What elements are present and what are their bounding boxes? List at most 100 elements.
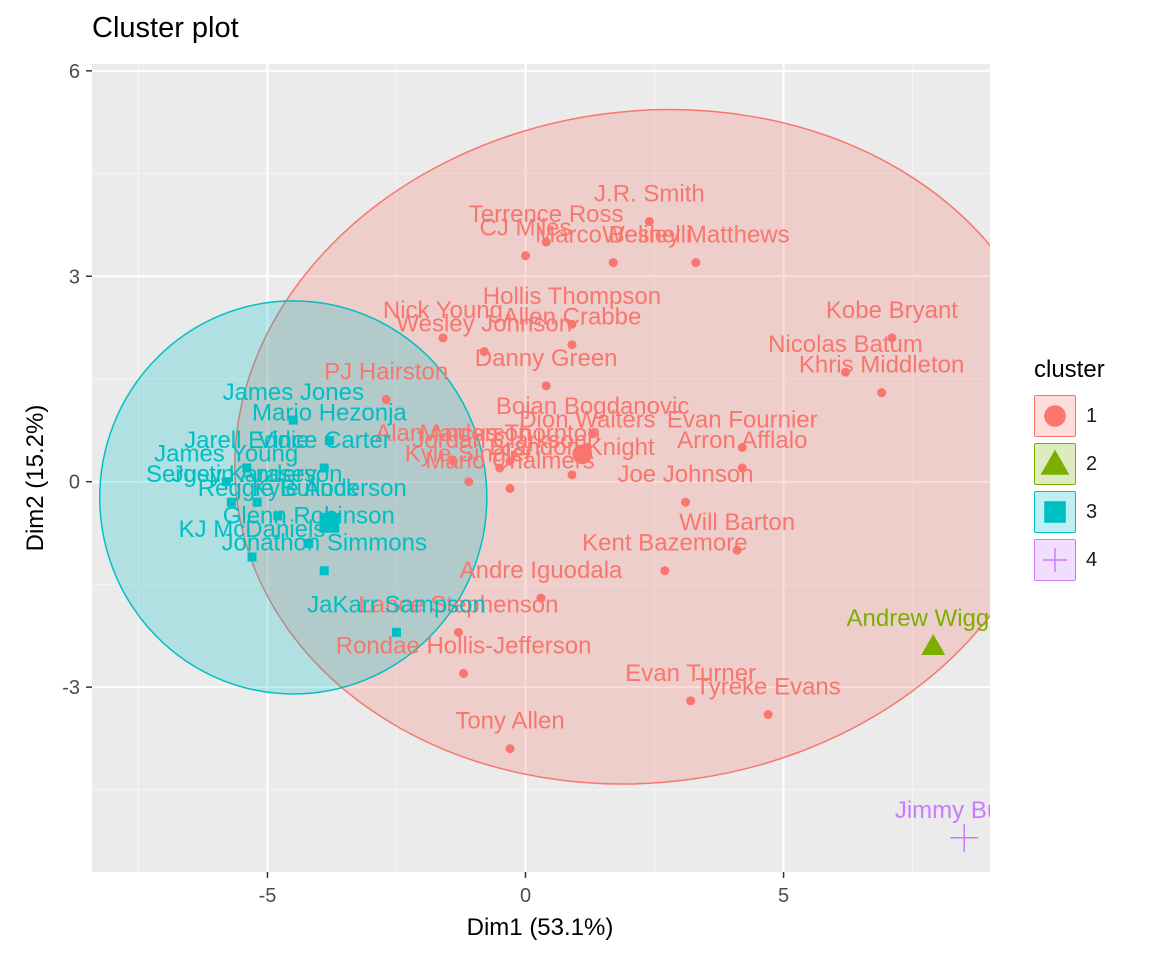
point-label: Evan Turner (625, 660, 756, 687)
point-marker (324, 436, 334, 446)
point-label: JaKarr Sampson (307, 591, 486, 618)
y-tick-label: -3 (62, 677, 80, 699)
point-marker (840, 367, 850, 377)
point-label: Rondae Hollis-Jefferson (336, 632, 592, 659)
x-tick-label: 0 (520, 885, 531, 907)
point-marker (391, 627, 401, 637)
point-marker (453, 627, 463, 637)
point-label: J.R. Smith (594, 180, 705, 207)
point-marker (252, 497, 262, 507)
point-marker (732, 545, 742, 555)
point-marker (505, 484, 515, 494)
point-marker (737, 442, 747, 452)
point-marker (737, 463, 747, 473)
y-tick-label: 0 (69, 472, 80, 494)
x-tick-label: 5 (778, 885, 789, 907)
point-marker (608, 258, 618, 268)
point-label: Hollis Thompson (483, 283, 661, 310)
point-label: Andre Iguodala (460, 557, 623, 584)
legend-symbol-3 (1044, 501, 1066, 523)
cluster-ellipse-1 (234, 108, 990, 785)
point-label: Sergey Karasev (146, 461, 317, 488)
legend-symbol-4 (1043, 548, 1067, 572)
point-label: Joe Johnson (617, 461, 753, 488)
point-label: Bojan Bogdanovic (496, 393, 689, 420)
legend-item-4: 4 (1034, 536, 1105, 584)
point-marker (763, 710, 773, 720)
point-label: PJ Hairston (324, 359, 448, 386)
point-label: Mario Chalmers (425, 448, 594, 475)
y-axis-label: Dim2 (15.2%) (22, 404, 49, 552)
point-label: Kent Bazemore (582, 530, 747, 557)
y-tick-label: 3 (69, 266, 80, 288)
point-label: Reggie Bullock (198, 475, 359, 502)
point-label: Evan Fournier (667, 406, 818, 433)
point-label: Arron Afflalo (677, 427, 807, 454)
point-marker (438, 333, 448, 343)
legend-key-1 (1034, 395, 1076, 437)
point-marker (541, 237, 551, 247)
point-marker (887, 333, 897, 343)
point-marker (877, 388, 887, 398)
y-tick-label: 6 (69, 61, 80, 83)
point-label: Terrence Ross (469, 201, 624, 228)
x-tick-label: -5 (259, 885, 277, 907)
point-marker (505, 456, 515, 466)
point-marker (921, 634, 946, 656)
legend-item-3: 3 (1034, 488, 1105, 536)
point-marker (950, 823, 979, 852)
legend-label-1: 1 (1086, 404, 1098, 427)
point-marker (567, 470, 577, 480)
point-marker (448, 456, 458, 466)
legend-key-2 (1034, 443, 1076, 485)
point-marker (541, 381, 551, 391)
point-label: Danny Green (475, 345, 618, 372)
plot-panel (92, 64, 990, 872)
point-label: Jarell Eddie (184, 427, 309, 454)
legend-marker (1040, 449, 1070, 475)
point-label: Kyle Anderson (252, 475, 407, 502)
point-marker (660, 566, 670, 576)
point-marker (588, 429, 598, 439)
point-marker (691, 258, 701, 268)
point-label: Dion Waiters (519, 406, 655, 433)
point-label: Mario Hezonja (252, 400, 407, 427)
x-axis-label: Dim1 (53.1%) (466, 914, 614, 941)
point-label: Tyreke Evans (695, 674, 840, 701)
point-marker (459, 668, 469, 678)
centroid-marker (572, 444, 593, 465)
point-label: James Jones (223, 379, 364, 406)
point-marker (247, 552, 257, 562)
point-marker (521, 251, 531, 261)
point-marker (319, 566, 329, 576)
point-label: CJ Miles (480, 215, 572, 242)
point-marker (567, 340, 577, 350)
point-label: Wesley Johnson (396, 311, 572, 338)
legend-symbol-2 (1040, 449, 1070, 475)
point-marker (381, 395, 391, 405)
point-label: Khris Middleton (799, 352, 964, 379)
point-label: Nick Young (383, 297, 503, 324)
point-marker (536, 593, 546, 603)
point-marker (686, 696, 696, 706)
point-marker (644, 216, 654, 226)
point-label: Will Barton (679, 509, 795, 536)
point-label: Justin Anderson (172, 461, 343, 488)
point-label: KJ McDaniels (179, 516, 326, 543)
point-label: Kobe Bryant (826, 297, 958, 324)
legend-label-2: 2 (1086, 452, 1098, 475)
legend-label-3: 3 (1086, 500, 1098, 523)
point-label: Wesley Matthews (602, 222, 790, 249)
point-marker (505, 744, 515, 754)
chart-title: Cluster plot (92, 12, 239, 44)
point-marker (226, 497, 236, 507)
point-marker (304, 538, 314, 548)
point-label: Jimmy Butler (895, 797, 1034, 824)
legend-key-3 (1034, 491, 1076, 533)
point-label: Marco Belinelli (535, 222, 691, 249)
point-label: Jonathon Simmons (222, 530, 427, 557)
point-label: Andrew Wiggins (847, 605, 1020, 632)
legend-marker (1044, 501, 1066, 523)
point-label: Nicolas Batum (768, 331, 923, 358)
